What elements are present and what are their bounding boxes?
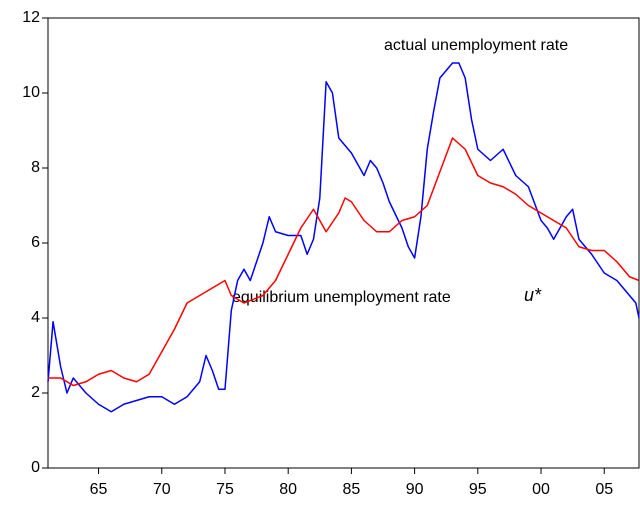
y-tick-label: 4 — [31, 309, 40, 326]
x-tick-label: 85 — [343, 481, 361, 498]
y-tick-label: 0 — [31, 459, 40, 476]
x-tick-label: 65 — [90, 481, 108, 498]
x-tick-label: 05 — [595, 481, 613, 498]
x-tick-label: 70 — [153, 481, 171, 498]
y-tick-label: 10 — [22, 84, 40, 101]
y-tick-label: 2 — [31, 384, 40, 401]
y-tick-label: 12 — [22, 9, 40, 26]
x-tick-label: 80 — [279, 481, 297, 498]
annotation: actual unemployment rate — [384, 37, 568, 54]
series-line — [47, 62, 640, 413]
series-line — [48, 137, 640, 387]
x-tick-label: 00 — [532, 481, 550, 498]
annotation: equilibrium unemployment rate — [232, 289, 451, 306]
x-tick-label: 90 — [406, 481, 424, 498]
y-tick-label: 6 — [31, 234, 40, 251]
x-tick-label: 95 — [469, 481, 487, 498]
x-tick-label: 75 — [216, 481, 234, 498]
y-tick-label: 8 — [31, 159, 40, 176]
annotation: u* — [524, 285, 542, 305]
